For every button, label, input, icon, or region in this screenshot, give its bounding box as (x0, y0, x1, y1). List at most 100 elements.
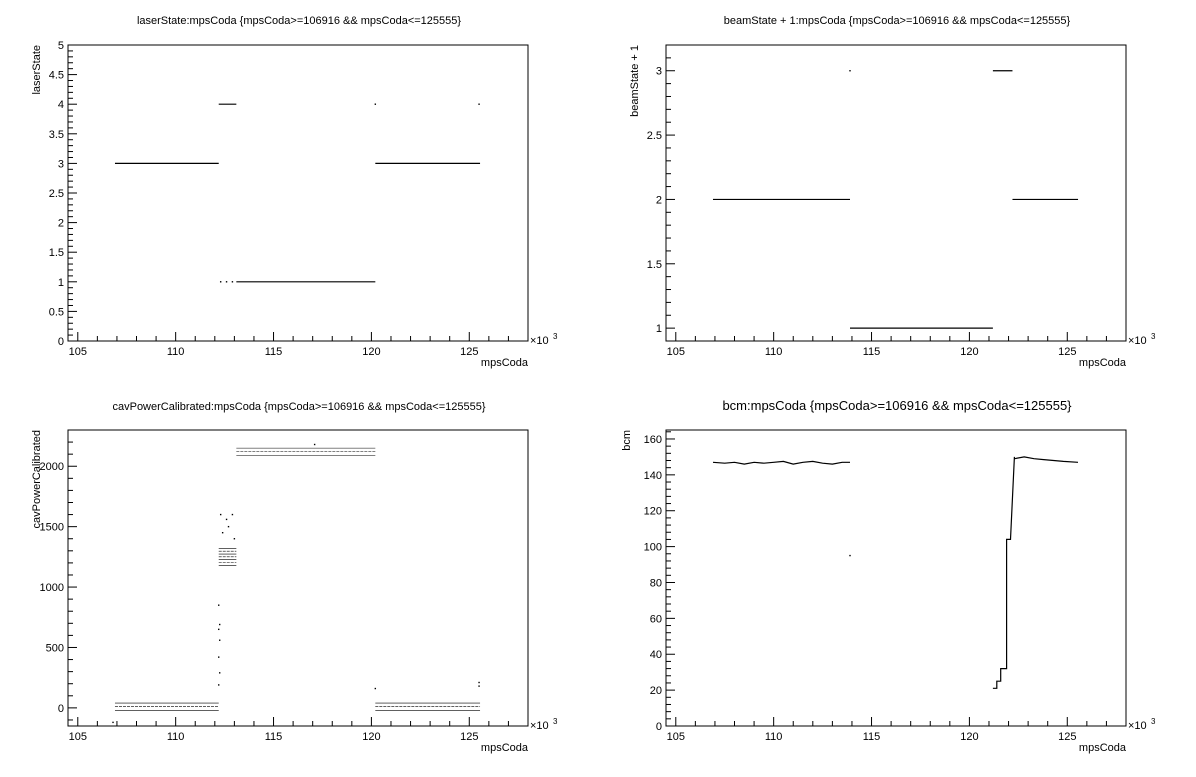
y-tick-label: 3 (656, 66, 662, 78)
y-tick-label: 500 (46, 642, 64, 654)
x-axis-label: mpsCoda (481, 742, 529, 754)
x-tick-label: 125 (460, 731, 478, 743)
y-tick-label: 1500 (40, 522, 64, 534)
data-point (218, 604, 220, 606)
y-axis-label: cavPowerCalibrated (31, 430, 43, 528)
chart-panel-bcm: bcm:mpsCoda {mpsCoda>=106916 && mpsCoda<… (598, 386, 1196, 772)
y-tick-label: 2.5 (647, 130, 662, 142)
x-multiplier-label: ×10 (1128, 720, 1147, 732)
x-axis-label: mpsCoda (1079, 357, 1127, 369)
data-point (218, 656, 220, 658)
x-tick-label: 115 (863, 731, 881, 743)
x-tick-label: 125 (1058, 731, 1076, 743)
y-tick-label: 2 (58, 218, 64, 230)
data-point (225, 281, 228, 283)
x-multiplier-label: ×10 (530, 335, 549, 347)
data-series-line (712, 460, 850, 465)
x-multiplier-exponent: 3 (1151, 332, 1156, 341)
data-point (374, 687, 377, 690)
data-point (219, 639, 221, 641)
x-tick-label: 115 (265, 731, 283, 743)
y-tick-label: 2.5 (49, 188, 64, 200)
data-point (231, 513, 234, 516)
data-point (478, 685, 480, 687)
x-tick-label: 105 (667, 731, 685, 743)
x-tick-label: 110 (765, 731, 783, 743)
x-axis-label: mpsCoda (1079, 742, 1127, 754)
data-point (219, 281, 222, 283)
data-point (478, 681, 480, 684)
data-point (233, 538, 236, 540)
y-tick-label: 0 (656, 721, 662, 733)
y-tick-label: 140 (644, 470, 662, 482)
x-tick-label: 120 (362, 731, 380, 743)
chart-title: bcm:mpsCoda {mpsCoda>=106916 && mpsCoda<… (722, 398, 1072, 413)
chart-title: beamState + 1:mpsCoda {mpsCoda>=106916 &… (724, 15, 1071, 27)
data-point (227, 525, 230, 528)
y-tick-label: 60 (650, 613, 662, 625)
y-tick-label: 0 (58, 336, 64, 348)
y-tick-label: 4 (58, 99, 64, 111)
x-tick-label: 120 (960, 346, 978, 358)
chart-panel-cavpower: cavPowerCalibrated:mpsCoda {mpsCoda>=106… (0, 386, 598, 772)
y-axis-label: laserState (31, 45, 43, 95)
data-point (218, 628, 220, 631)
y-tick-label: 2 (656, 194, 662, 206)
plot-frame (67, 429, 529, 727)
data-point (478, 103, 480, 105)
data-point (374, 103, 377, 105)
x-multiplier-label: ×10 (530, 720, 549, 732)
x-tick-label: 115 (265, 346, 283, 358)
x-axis-label: mpsCoda (481, 357, 529, 369)
x-tick-label: 105 (69, 346, 87, 358)
x-tick-label: 110 (765, 346, 783, 358)
x-tick-label: 110 (167, 731, 185, 743)
x-multiplier-exponent: 3 (553, 717, 558, 726)
y-tick-label: 1.5 (647, 259, 662, 271)
y-tick-label: 40 (650, 649, 662, 661)
data-point (112, 721, 114, 724)
data-point (219, 623, 221, 626)
chart-svg-3: bcm:mpsCoda {mpsCoda>=106916 && mpsCoda<… (621, 398, 1156, 754)
chart-svg-0: laserState:mpsCoda {mpsCoda>=106916 && m… (31, 15, 558, 369)
chart-panel-beamstate: beamState + 1:mpsCoda {mpsCoda>=106916 &… (598, 0, 1196, 386)
x-multiplier-exponent: 3 (553, 332, 558, 341)
x-multiplier-label: ×10 (1128, 335, 1147, 347)
data-point (225, 518, 228, 521)
y-tick-label: 80 (650, 577, 662, 589)
y-axis-label: beamState + 1 (629, 45, 641, 117)
data-point (849, 70, 851, 72)
y-tick-label: 1.5 (49, 247, 64, 259)
data-series-line (1014, 456, 1079, 463)
plot-frame (665, 429, 1127, 727)
y-tick-label: 160 (644, 434, 662, 446)
y-tick-label: 3 (58, 158, 64, 170)
data-point (231, 281, 234, 283)
y-tick-label: 4.5 (49, 70, 64, 82)
x-tick-label: 105 (667, 346, 685, 358)
y-tick-label: 5 (58, 40, 64, 52)
chart-panel-laserstate: laserState:mpsCoda {mpsCoda>=106916 && m… (0, 0, 598, 386)
chart-svg-1: beamState + 1:mpsCoda {mpsCoda>=106916 &… (629, 15, 1156, 369)
plot-frame (67, 44, 529, 342)
data-point (218, 684, 220, 686)
x-tick-label: 120 (960, 731, 978, 743)
y-tick-label: 0.5 (49, 306, 64, 318)
data-point (313, 443, 316, 446)
x-tick-label: 125 (1058, 346, 1076, 358)
y-tick-label: 120 (644, 506, 662, 518)
chart-svg-2: cavPowerCalibrated:mpsCoda {mpsCoda>=106… (31, 401, 558, 754)
chart-title: laserState:mpsCoda {mpsCoda>=106916 && m… (137, 15, 461, 27)
x-tick-label: 125 (460, 346, 478, 358)
data-point (219, 672, 221, 674)
x-tick-label: 110 (167, 346, 185, 358)
x-multiplier-exponent: 3 (1151, 717, 1156, 726)
y-tick-label: 1 (656, 323, 662, 335)
y-tick-label: 100 (644, 542, 662, 554)
data-point (221, 531, 224, 534)
y-tick-label: 1000 (40, 582, 64, 594)
y-tick-label: 0 (58, 703, 64, 715)
y-tick-label: 2000 (40, 461, 64, 473)
y-tick-label: 20 (650, 685, 662, 697)
data-point (219, 513, 222, 516)
